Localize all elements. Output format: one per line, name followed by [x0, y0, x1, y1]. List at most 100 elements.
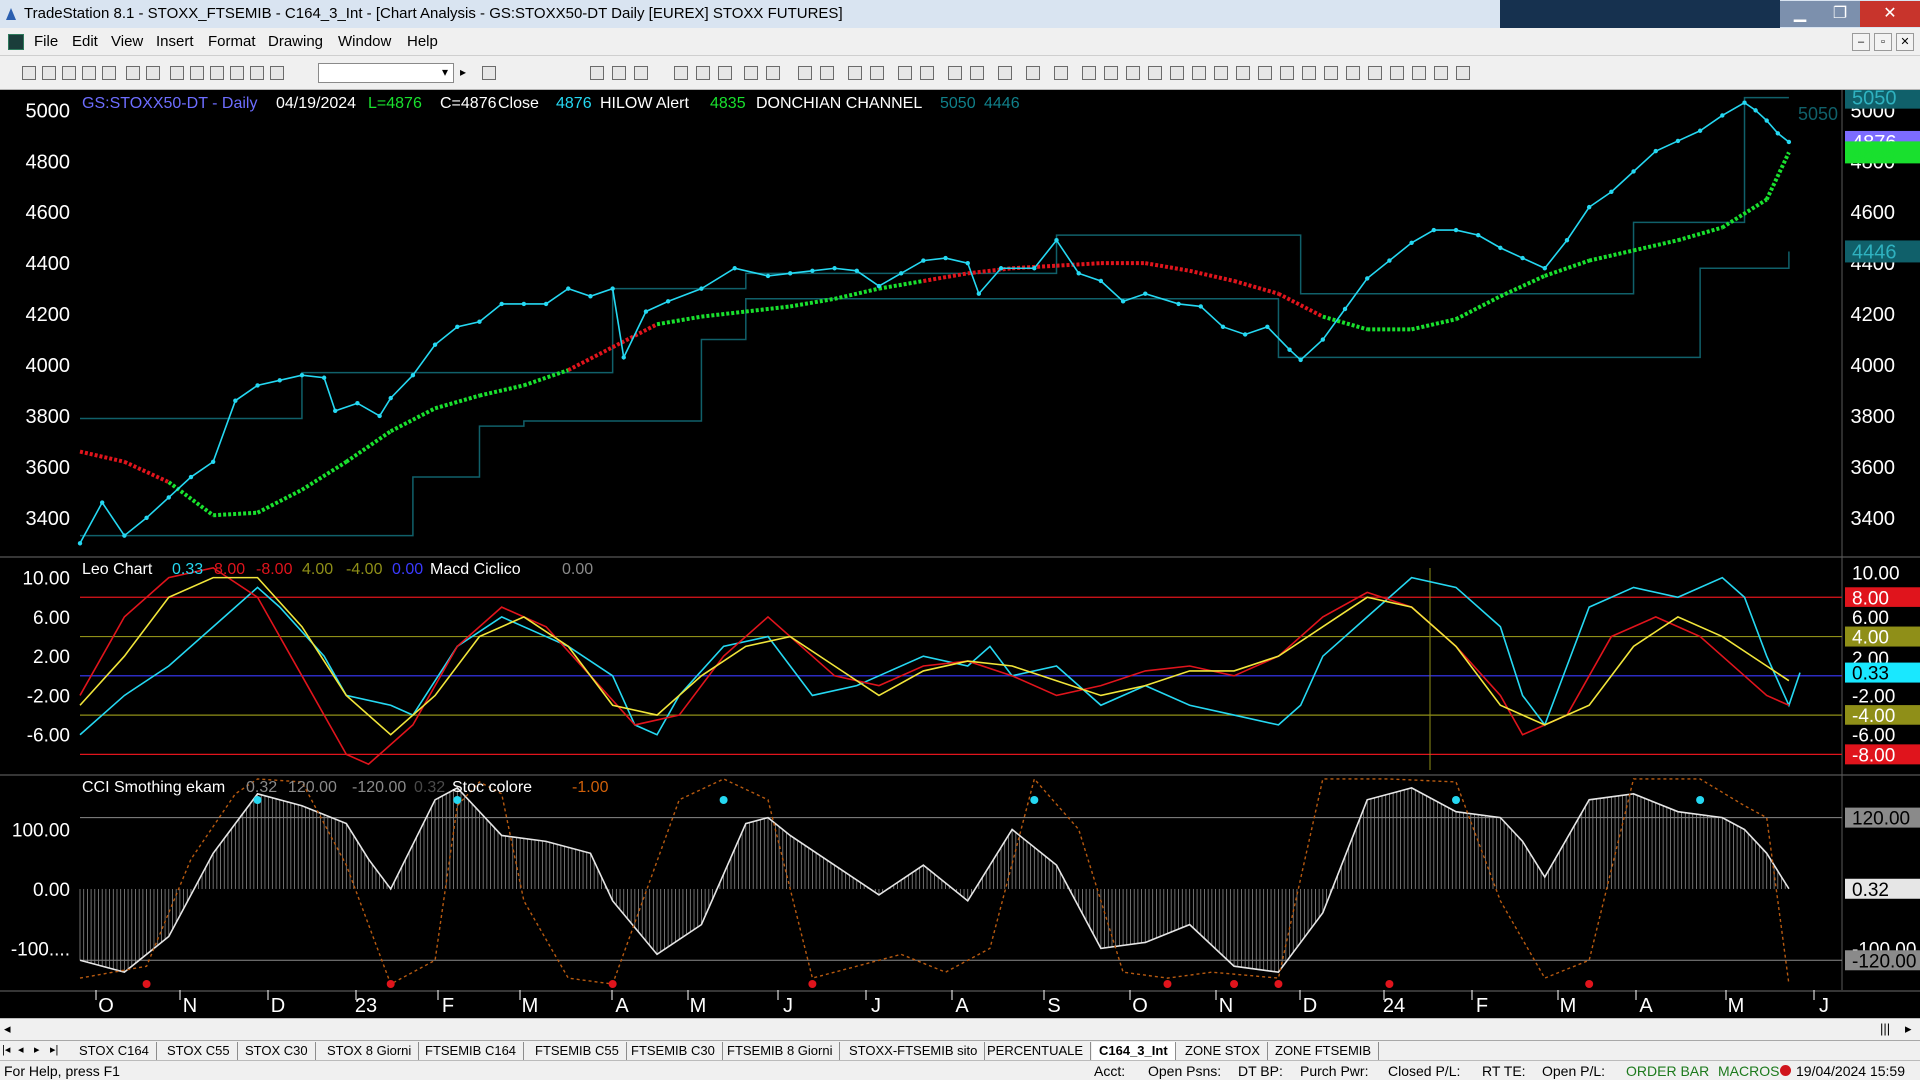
text-icon[interactable]	[1456, 66, 1470, 80]
scroll-right-icon[interactable]: ▸	[1905, 1021, 1912, 1036]
circle-icon[interactable]	[1412, 66, 1426, 80]
chart-analysis-window[interactable]: 5000500048004800460046004400440042004200…	[0, 90, 1920, 1018]
channel-icon[interactable]	[1148, 66, 1162, 80]
tab-stox-8-giorni[interactable]: STOX 8 Giorni	[320, 1042, 420, 1060]
play-arrow-icon[interactable]: ▸	[460, 65, 467, 79]
andrews-icon[interactable]	[1214, 66, 1228, 80]
hilow-segment-14	[656, 314, 702, 327]
tab-zone-stox[interactable]: ZONE STOX	[1178, 1042, 1268, 1060]
tools-icon[interactable]	[998, 66, 1012, 80]
matrix-icon[interactable]	[744, 66, 758, 80]
data-window-icon[interactable]	[798, 66, 812, 80]
pointer-icon[interactable]	[948, 66, 962, 80]
insert-indicator-icon[interactable]	[612, 66, 626, 80]
print-icon[interactable]	[146, 66, 160, 80]
open-workspace-icon[interactable]	[62, 66, 76, 80]
chart-window-icon[interactable]	[8, 34, 24, 50]
mdi-minimize-button[interactable]: –	[1852, 33, 1870, 51]
hilow-segment-16	[745, 304, 791, 314]
regression-icon[interactable]	[1258, 66, 1272, 80]
close-price-point-21	[521, 301, 527, 307]
minimize-button[interactable]: ▁	[1780, 1, 1820, 27]
shortcut-icon[interactable]	[970, 66, 984, 80]
fib-icon[interactable]	[1170, 66, 1184, 80]
bar-spacing-icon[interactable]	[820, 66, 834, 80]
hline-icon[interactable]	[1104, 66, 1118, 80]
menu-drawing[interactable]: Drawing	[268, 33, 324, 50]
mdi-close-button[interactable]: ✕	[1896, 33, 1914, 51]
arc-icon[interactable]	[1324, 66, 1338, 80]
analysis-icon[interactable]	[674, 66, 688, 80]
color-icon[interactable]	[270, 66, 284, 80]
open-icon[interactable]	[42, 66, 56, 80]
object-icon[interactable]	[1054, 66, 1068, 80]
scroll-resize-icon[interactable]: |||	[1880, 1021, 1891, 1036]
symbol-combo[interactable]	[318, 63, 454, 83]
tab-ftsemib-c55[interactable]: FTSEMIB C55	[528, 1042, 627, 1060]
print-preview-icon[interactable]	[126, 66, 140, 80]
menu-format[interactable]: Format	[208, 33, 256, 50]
tab-c164-3-int[interactable]: C164_3_Int	[1092, 1042, 1176, 1060]
tab-stox-c30[interactable]: STOX C30	[238, 1042, 316, 1060]
menu-edit[interactable]: Edit	[72, 33, 98, 50]
cut-icon[interactable]	[170, 66, 184, 80]
arrow-icon[interactable]	[1280, 66, 1294, 80]
tradebar-icon[interactable]	[766, 66, 780, 80]
paste-icon[interactable]	[210, 66, 224, 80]
close-price-point-37	[898, 271, 904, 276]
zoom-out-icon[interactable]	[870, 66, 884, 80]
chart-svg[interactable]: 5000500048004800460046004400440042004200…	[0, 90, 1920, 1018]
menu-view[interactable]: View	[111, 33, 144, 50]
restore-button[interactable]: ❐	[1820, 1, 1860, 27]
tab-ftsemib-c30[interactable]: FTSEMIB C30	[624, 1042, 723, 1060]
trendline-icon[interactable]	[1082, 66, 1096, 80]
horizontal-scrollbar[interactable]: ◂ ||| ▸	[0, 1018, 1920, 1040]
lock-icon[interactable]	[230, 66, 244, 80]
scroll-left-icon[interactable]: ◂	[4, 1021, 11, 1036]
scan-icon[interactable]	[696, 66, 710, 80]
close-price-point-57	[1342, 306, 1348, 312]
tab-zone-ftsemib[interactable]: ZONE FTSEMIB	[1268, 1042, 1380, 1060]
copy-icon[interactable]	[190, 66, 204, 80]
zoom-in-icon[interactable]	[848, 66, 862, 80]
close-price-point-38	[921, 258, 926, 263]
ellipse-icon[interactable]	[1302, 66, 1316, 80]
menu-window[interactable]: Window	[338, 33, 392, 50]
status-macros[interactable]: MACROS	[1718, 1063, 1780, 1079]
tab-prev-icon[interactable]: ◂	[18, 1044, 24, 1056]
tab-stox-c164[interactable]: STOX C164	[72, 1042, 157, 1060]
gann-icon[interactable]	[1192, 66, 1206, 80]
status-order-bar[interactable]: ORDER BAR	[1626, 1063, 1710, 1079]
tab-ftsemib-c164[interactable]: FTSEMIB C164	[418, 1042, 525, 1060]
vline-icon[interactable]	[1126, 66, 1140, 80]
tab-ftsemib-8-giorni[interactable]: FTSEMIB 8 Giorni	[720, 1042, 841, 1060]
menu-help[interactable]: Help	[407, 33, 438, 50]
combo-arrow-icon[interactable]: ▾	[442, 65, 449, 79]
square-icon[interactable]	[1434, 66, 1448, 80]
tab-stoxx-ftsemib-sito[interactable]: STOXX-FTSEMIB sito	[842, 1042, 986, 1060]
radar-icon[interactable]	[718, 66, 732, 80]
tab-last-icon[interactable]: ▸|	[50, 1044, 59, 1056]
down-arrow-icon[interactable]	[1368, 66, 1382, 80]
speed-line-icon[interactable]	[1236, 66, 1250, 80]
tab-first-icon[interactable]: |◂	[2, 1044, 11, 1056]
zoom-out-icon-2[interactable]	[920, 66, 934, 80]
close-button[interactable]: ✕	[1860, 1, 1920, 27]
zoom-icon[interactable]	[898, 66, 912, 80]
line-icon[interactable]	[1346, 66, 1360, 80]
insert-strategy-icon[interactable]	[634, 66, 648, 80]
mdi-restore-button[interactable]: ▫	[1874, 33, 1892, 51]
format-icon[interactable]	[590, 66, 604, 80]
up-arrow-icon[interactable]	[1390, 66, 1404, 80]
save-icon[interactable]	[82, 66, 96, 80]
save-all-icon[interactable]	[102, 66, 116, 80]
menu-insert[interactable]: Insert	[156, 33, 194, 50]
analysis-technique-icon[interactable]	[1026, 66, 1040, 80]
menu-file[interactable]: File	[34, 33, 59, 50]
chart-type-icon[interactable]	[250, 66, 264, 80]
new-icon[interactable]	[22, 66, 36, 80]
tab-next-icon[interactable]: ▸	[34, 1044, 40, 1056]
tab-stox-c55[interactable]: STOX C55	[160, 1042, 238, 1060]
refresh-icon[interactable]	[482, 66, 496, 80]
tab-percentuale[interactable]: PERCENTUALE	[980, 1042, 1092, 1060]
